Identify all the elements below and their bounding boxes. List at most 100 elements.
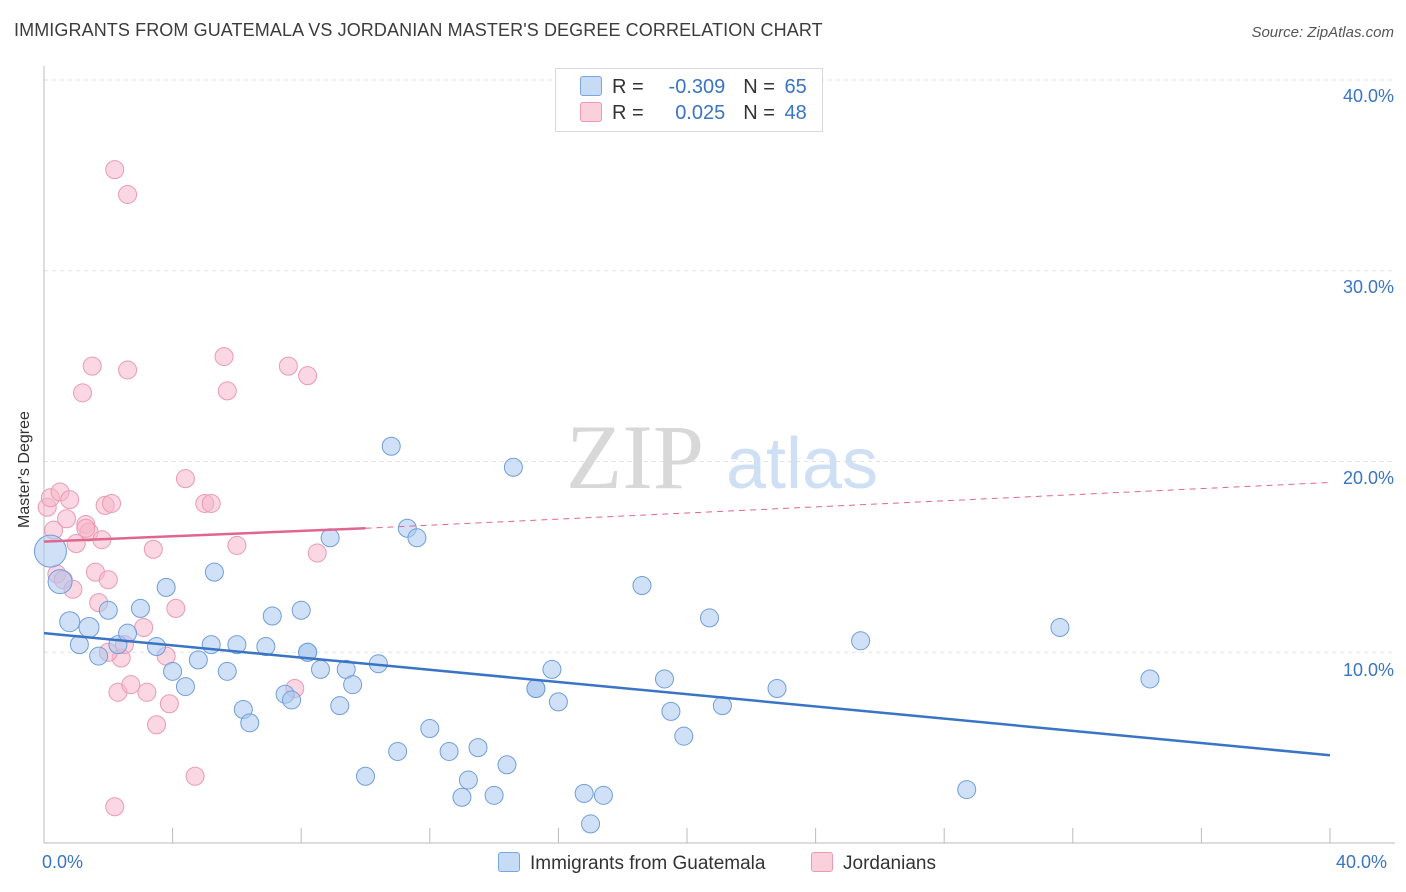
jordanians-point [134, 617, 154, 637]
guatemala-point [291, 600, 311, 620]
jordanians-point [105, 160, 125, 180]
guatemala-point [47, 569, 73, 595]
guatemala-point [381, 436, 401, 456]
series-jordanians [37, 160, 327, 817]
jordanians-point [105, 797, 125, 817]
chart-title: IMMIGRANTS FROM GUATEMALA VS JORDANIAN M… [14, 20, 823, 40]
guatemala-point [420, 719, 440, 739]
legend-n-label: N = [743, 102, 775, 124]
jordanians-trend-line [43, 527, 366, 543]
jordanians-point [76, 518, 96, 538]
guatemala-point [632, 575, 652, 595]
jordanians-point [102, 493, 122, 513]
guatemala-point [59, 611, 81, 633]
guatemala-point [497, 755, 517, 775]
guatemala-point [240, 713, 260, 733]
jordanians-point [217, 381, 237, 401]
jordanians-point [175, 469, 195, 489]
jordanians-point [73, 383, 93, 403]
guatemala-point [89, 646, 109, 666]
watermark-atlas: atlas [726, 424, 878, 504]
legend-swatch-pink [580, 102, 602, 122]
legend-row-guatemala: R = -0.309 N = 65 [580, 76, 807, 100]
guatemala-point [282, 690, 302, 710]
jordanians-point [278, 356, 298, 376]
watermark-zip: ZIP [566, 406, 704, 508]
guatemala-point [767, 678, 787, 698]
bottom-legend-guatemala: Immigrants from Guatemala [498, 852, 765, 875]
guatemala-point [661, 701, 681, 721]
legend-n-label: N = [743, 76, 775, 98]
guatemala-point [204, 562, 224, 582]
guatemala-point [458, 770, 478, 790]
guatemala-point [188, 650, 208, 670]
jordanians-point [137, 682, 157, 702]
guatemala-point [175, 677, 195, 697]
legend-r-label: R = [612, 102, 644, 124]
guatemala-point [310, 659, 330, 679]
trend-lines [43, 481, 1331, 757]
legend-r-value: 0.025 [675, 102, 726, 124]
legend-row-jordanians: R = 0.025 N = 48 [580, 102, 807, 126]
guatemala-point [320, 528, 340, 548]
jordanians-point [166, 598, 186, 618]
jordanians-point [298, 366, 318, 386]
guatemala-point [439, 741, 459, 761]
series-guatemala [33, 436, 1160, 834]
guatemala-point [484, 785, 504, 805]
jordanians-point [227, 535, 247, 555]
bottom-legend-label: Jordanians [843, 853, 936, 874]
guatemala-point [343, 675, 363, 695]
guatemala-point [957, 780, 977, 800]
guatemala-point [227, 635, 247, 655]
y-tick-label: 40.0% [1342, 86, 1394, 106]
source-label: Source: ZipAtlas.com [1251, 24, 1394, 41]
y-tick-label: 10.0% [1342, 660, 1394, 680]
guatemala-point [574, 783, 594, 803]
guatemala-point [356, 766, 375, 786]
legend-r-label: R = [612, 76, 644, 98]
guatemala-point [674, 726, 694, 746]
guatemala-point [78, 616, 100, 638]
bottom-legend-swatch-blue [498, 852, 520, 872]
guatemala-point [452, 787, 472, 807]
guatemala-point [548, 692, 568, 712]
guatemala-point [1140, 669, 1160, 689]
guatemala-point [593, 785, 613, 805]
x-tick-label-min: 0.0% [42, 852, 84, 872]
guatemala-point [581, 814, 601, 834]
jordanians-point [185, 766, 205, 786]
jordanians-trend-extension [365, 481, 1331, 529]
guatemala-point [542, 659, 562, 679]
bottom-legend-label: Immigrants from Guatemala [530, 853, 766, 874]
jordanians-point [57, 509, 77, 529]
guatemala-point [407, 528, 427, 548]
legend-swatch-blue [580, 76, 602, 96]
jordanians-point [82, 356, 102, 376]
jordanians-point [214, 347, 234, 367]
jordanians-point [118, 360, 138, 380]
jordanians-point [201, 493, 221, 513]
guatemala-point [256, 637, 276, 657]
guatemala-point [503, 457, 523, 477]
jordanians-point [307, 543, 327, 563]
guatemala-point [33, 534, 67, 568]
axes [43, 66, 1395, 844]
guatemala-point [851, 631, 871, 651]
legend-n-value: 48 [784, 102, 807, 124]
guatemala-point [388, 741, 408, 761]
x-tick-label-max: 40.0% [1336, 852, 1388, 872]
guatemala-point [330, 696, 350, 716]
bottom-legend-swatch-pink [811, 852, 833, 872]
guatemala-trend-line [43, 631, 1331, 757]
jordanians-point [118, 184, 138, 204]
guatemala-point [147, 637, 167, 657]
jordanians-point [143, 539, 163, 559]
guatemala-point [468, 738, 488, 758]
guatemala-point [156, 577, 176, 597]
y-tick-label: 20.0% [1342, 468, 1394, 488]
guatemala-point [654, 669, 674, 689]
jordanians-point [121, 675, 141, 695]
guatemala-point [262, 606, 282, 626]
